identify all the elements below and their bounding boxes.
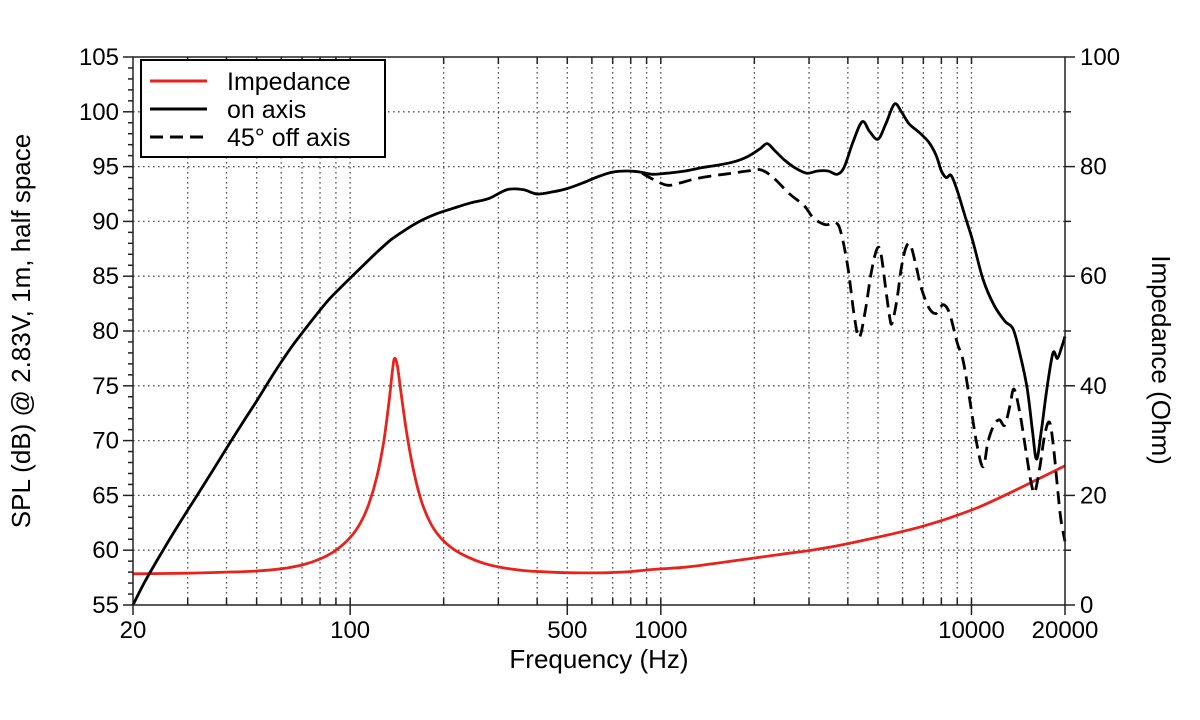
y-left-tick-label: 90 (92, 208, 119, 235)
x-tick-label: 20000 (1032, 617, 1099, 644)
x-tick-label: 10000 (938, 617, 1005, 644)
y-right-tick-label: 40 (1080, 373, 1107, 400)
legend: Impedance on axis 45° off axis (140, 59, 386, 158)
legend-label-on-axis: on axis (227, 96, 306, 124)
legend-label-off-axis: 45° off axis (227, 124, 351, 152)
y-right-tick-label: 100 (1080, 44, 1120, 71)
y-left-tick-label: 55 (92, 592, 119, 619)
axes (123, 56, 1075, 615)
y-left-tick-label: 100 (79, 99, 119, 126)
on-axis-curve (131, 102, 1067, 606)
y-left-tick-label: 105 (79, 44, 119, 71)
impedance-curve (132, 356, 1066, 576)
y-right-tick-label: 20 (1080, 482, 1107, 509)
y-left-tick-label: 75 (92, 373, 119, 400)
y-left-tick-label: 60 (92, 537, 119, 564)
tick-labels: 20 100 500 1000 10000 20000556065707580859095… (79, 44, 1120, 644)
x-axis-title: Frequency (Hz) (509, 644, 688, 674)
y-left-tick-label: 70 (92, 428, 119, 455)
y-right-tick-label: 60 (1080, 263, 1107, 290)
y-left-tick-label: 95 (92, 154, 119, 181)
x-tick-label: 100 (330, 617, 370, 644)
curves (131, 102, 1067, 606)
off-axis-curve (641, 168, 1067, 542)
y-left-tick-label: 85 (92, 263, 119, 290)
right-axis-title: Impedance (Ohm) (1146, 255, 1176, 465)
legend-label-impedance: Impedance (227, 68, 351, 96)
x-tick-label: 1000 (634, 617, 687, 644)
left-axis-title: SPL (dB) @ 2.83V, 1m, half space (6, 134, 36, 528)
grid (133, 57, 1065, 605)
y-left-tick-label: 65 (92, 482, 119, 509)
y-right-tick-label: 80 (1080, 154, 1107, 181)
y-right-tick-label: 0 (1080, 592, 1093, 619)
x-tick-label: 20 (120, 617, 147, 644)
x-tick-label: 500 (547, 617, 587, 644)
y-left-tick-label: 80 (92, 318, 119, 345)
